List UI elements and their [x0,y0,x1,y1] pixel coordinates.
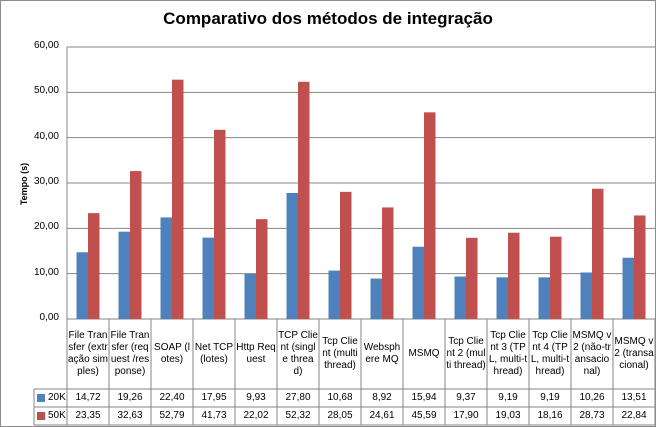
data-label: 52,32 [285,410,311,421]
bar-50k-12 [592,188,604,319]
category-label: Http Request [236,342,276,365]
data-label: 9,19 [540,392,560,403]
legend-label: 20K [48,392,66,403]
bar-50k-5 [298,81,310,319]
data-label: 22,40 [159,392,185,403]
bar-20k-13 [622,257,634,319]
y-tick-label: 50,00 [33,85,59,97]
data-label: 19,26 [117,392,143,403]
y-tick-label: 0,00 [39,312,59,323]
category-label: MSMQ v2 (não-transacional) [572,330,612,377]
bar-20k-12 [580,272,592,319]
data-label: 17,95 [201,392,227,403]
bar-20k-0 [76,252,88,319]
data-label: 23,35 [75,410,101,421]
legend-swatch [37,393,45,402]
data-label: 22,84 [621,410,647,421]
bar-20k-9 [454,276,466,319]
data-label: 8,92 [372,392,392,403]
data-label: 15,94 [411,392,437,403]
category-label: Tcp Client (multi thread) [322,336,358,371]
data-label: 52,79 [159,410,185,421]
bar-20k-1 [118,231,130,319]
data-label: 22,02 [243,410,269,421]
legend-item: 50K [37,410,66,421]
data-label: 28,73 [579,410,605,421]
y-tick-label: 40,00 [33,130,59,142]
y-tick-label: 20,00 [33,221,59,233]
bar-20k-8 [412,246,424,319]
category-label: MSMQ v2 (transacional) [614,336,654,371]
category-label: MSMQ [408,348,440,359]
data-label: 45,59 [411,410,437,421]
data-label: 24,61 [369,410,395,421]
bar-20k-6 [328,270,340,319]
y-tick-label: 30,00 [33,176,59,187]
legend-item: 20K [37,392,66,403]
category-label: Tcp Client 3 (TPL, multi-thread) [488,330,528,377]
category-label: File Transfer (request /response) [110,330,150,377]
data-label: 9,93 [246,392,266,403]
bar-50k-7 [382,207,394,319]
data-label: 9,37 [456,392,476,403]
category-label: Net TCP (lotes) [194,342,234,365]
bar-20k-5 [286,192,298,319]
bar-50k-13 [634,215,646,319]
category-label: Tcp Client 2 (multi thread) [446,336,486,371]
data-label: 10,68 [327,392,353,403]
data-label: 28,05 [327,410,353,421]
bar-20k-10 [496,277,508,319]
bar-50k-9 [466,237,478,319]
bar-20k-7 [370,278,382,319]
data-label: 17,90 [453,410,479,421]
bar-20k-4 [244,273,256,319]
bar-20k-3 [202,237,214,319]
y-tick-label: 60,00 [33,40,59,51]
bar-50k-10 [508,232,520,319]
chart-title: Comparativo dos métodos de integração [163,9,493,28]
category-label: Websphere MQ [363,342,401,365]
category-label: SOAP (lotes) [154,342,190,365]
bar-50k-0 [88,213,100,319]
data-label: 19,03 [495,410,521,421]
bar-50k-6 [340,191,352,319]
bar-20k-11 [538,277,550,319]
legend-swatch [37,411,45,420]
bar-50k-8 [424,112,436,319]
data-label: 41,73 [201,410,227,421]
data-label: 18,16 [537,410,563,421]
legend-label: 50K [48,410,66,421]
bar-50k-4 [256,219,268,319]
category-label: File Transfer (extração simples) [68,330,109,377]
data-label: 14,72 [75,392,101,403]
y-tick-label: 10,00 [33,266,59,278]
bar-20k-2 [160,217,172,319]
data-label: 10,26 [579,392,605,403]
data-label: 27,80 [285,392,311,403]
bar-50k-3 [214,129,226,319]
bar-50k-1 [130,171,142,319]
data-label: 13,51 [621,392,647,403]
bar-50k-11 [550,236,562,319]
category-label: TCP Client (single thread) [278,330,318,377]
bar-50k-2 [172,79,184,319]
category-label: Tcp Client 4 (TPL, multi-thread) [530,330,570,377]
data-label: 32,63 [117,410,143,421]
data-label: 9,19 [498,392,518,403]
